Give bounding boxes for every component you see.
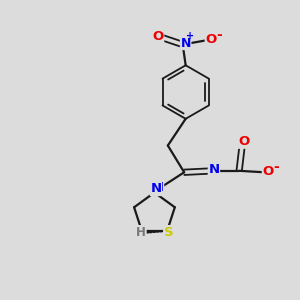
Text: H: H: [136, 226, 146, 238]
Text: O: O: [262, 165, 274, 178]
Text: N: N: [208, 163, 220, 176]
Text: O: O: [205, 33, 217, 46]
Text: -: -: [216, 28, 222, 42]
Text: O: O: [238, 135, 249, 148]
Text: +: +: [186, 31, 194, 41]
Text: N: N: [181, 37, 191, 50]
Text: O: O: [152, 30, 164, 43]
Text: -: -: [273, 160, 279, 174]
Text: N: N: [150, 182, 161, 195]
Text: S: S: [164, 226, 173, 238]
Text: N: N: [152, 181, 164, 194]
